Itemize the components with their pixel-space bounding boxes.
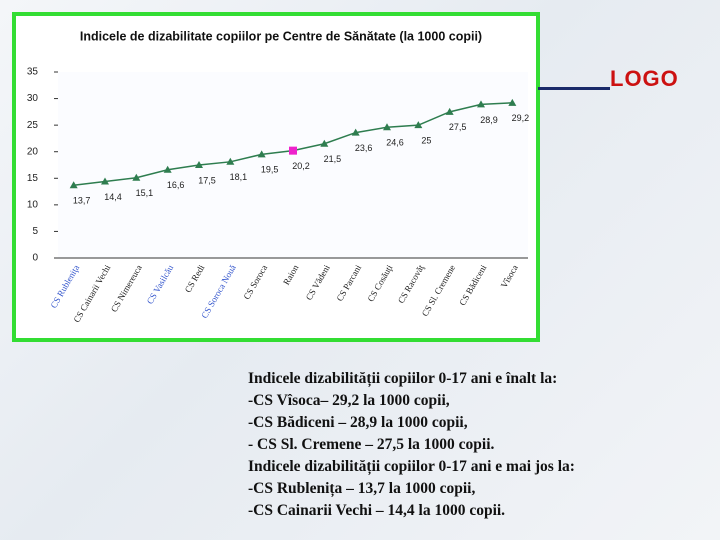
x-tick-label: CS Nimereuca [109,263,144,314]
point [195,161,203,168]
x-tick-label: CS Soroca Nouă [199,263,238,320]
note-line: Indicele dizabilității copiilor 0-17 ani… [248,370,558,387]
data-label: 25 [421,136,431,146]
data-label: 19,5 [261,165,279,175]
chart-frame: Indicele de dizabilitate copiilor pe Cen… [12,12,540,342]
note-line: Indicele dizabilității copiilor 0-17 ani… [248,458,575,475]
point [163,165,172,173]
data-label: 23,6 [355,143,373,153]
point [257,150,266,158]
x-tick-label: CS Sl. Cremene [420,263,458,318]
point [132,173,141,181]
point [477,100,485,108]
data-label: 29,2 [512,113,530,123]
chart: Indicele de dizabilitate copiilor pe Cen… [27,29,530,324]
point [320,139,329,147]
chart-title: Indicele de dizabilitate copiilor pe Cen… [80,29,482,43]
y-tick-label: 35 [27,67,39,78]
y-tick-label: 10 [27,199,39,210]
x-tick-label: Raion [281,263,301,287]
note-line: - CS Sl. Cremene – 27,5 la 1000 copii. [248,436,495,453]
note-line: -CS Bădiceni – 28,9 la 1000 copii, [248,414,468,431]
x-tick-label: CS Vasilcău [145,263,176,306]
plot-area [58,72,528,258]
data-label: 14,4 [104,192,122,202]
y-tick-label: 5 [32,226,38,237]
data-label: 15,1 [136,188,154,198]
note-line: -CS Rublenița – 13,7 la 1000 copii, [248,480,476,497]
y-tick-label: 25 [27,120,39,131]
logo: LOGO [610,66,679,91]
data-label: 18,1 [230,172,248,182]
x-tick-label: CS Soroca [241,263,269,301]
note-line: -CS Vîsoca– 29,2 la 1000 copii, [248,392,450,409]
data-label: 13,7 [73,196,91,206]
logo-line [538,87,610,90]
point [383,123,391,131]
data-label: 24,6 [386,138,404,148]
y-tick-label: 0 [32,253,38,264]
point [351,128,360,136]
y-tick-label: 30 [27,93,39,104]
point [289,146,297,155]
data-label: 21,5 [324,154,342,164]
x-tick-label: CS Cosăuţi [365,263,394,304]
x-tick-label: CS Vădeni [304,263,332,302]
x-tick-label: CS Parcani [334,263,363,303]
point [69,181,78,189]
x-tick-label: CS Racovăţ [396,263,426,305]
point [226,157,235,165]
x-tick-label: CS Redi [183,263,207,295]
notes: Indicele dizabilității copiilor 0-17 ani… [248,368,708,522]
point [414,121,423,129]
data-label: 16,6 [167,180,185,190]
x-tick-label: Vîsoca [499,263,520,290]
y-tick-label: 20 [27,146,39,157]
note-line: -CS Cainarii Vechi – 14,4 la 1000 copii. [248,502,506,519]
point [445,107,454,115]
data-label: 20,2 [292,161,310,171]
data-label: 17,5 [198,175,216,185]
x-tick-label: CS Rubleniţa [48,263,81,310]
point [101,177,109,185]
x-tick-label: CS Bădiceni [457,263,489,308]
data-label: 27,5 [449,122,467,132]
y-tick-label: 15 [27,173,39,184]
point [508,98,517,106]
data-label: 28,9 [480,115,498,125]
